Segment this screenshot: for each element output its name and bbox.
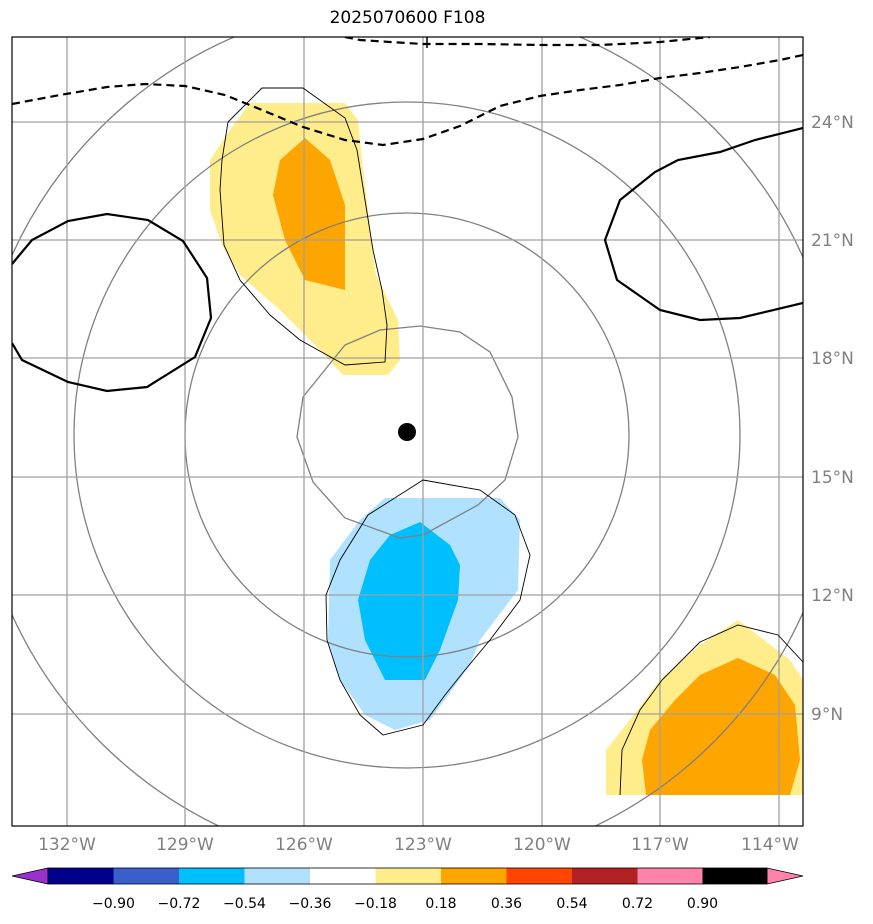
dashed-contours [12, 37, 803, 147]
bold-contours [12, 126, 803, 393]
lat-label: 24°N [811, 113, 854, 133]
colorbar-segment [179, 868, 245, 884]
colorbar-label: −0.72 [158, 896, 201, 912]
graticule [12, 37, 803, 826]
lat-label: 15°N [811, 468, 854, 488]
lat-label: 9°N [811, 705, 843, 725]
colorbar-segment [244, 868, 310, 884]
lon-label: 132°W [38, 835, 96, 855]
colorbar-label: −0.36 [289, 896, 332, 912]
colorbar-segment [637, 868, 703, 884]
lon-label: 129°W [156, 835, 214, 855]
colorbar-segment [48, 868, 114, 884]
map-frame [11, 36, 804, 827]
latitude-labels: 24°N 21°N 18°N 15°N 12°N 9°N [811, 113, 854, 725]
lon-label: 126°W [275, 835, 333, 855]
lon-label: 117°W [631, 835, 689, 855]
colorbar-outline [47, 867, 768, 885]
positive-anomaly-north-orange [273, 138, 345, 290]
longitude-labels: 132°W 129°W 126°W 123°W 120°W 117°W 114°… [38, 835, 799, 855]
negative-anomaly-blue [358, 522, 460, 680]
colorbar-segment [113, 868, 179, 884]
colorbar: −0.90 −0.72 −0.54 −0.36 −0.18 0.18 0.36 … [11, 867, 804, 912]
colorbar-segment [310, 868, 376, 884]
colorbar-segment [441, 868, 507, 884]
colorbar-label: 0.90 [687, 896, 718, 912]
colorbar-segment [506, 868, 572, 884]
colorbar-label: 0.72 [622, 896, 653, 912]
colorbar-label: 0.54 [556, 896, 587, 912]
lat-label: 18°N [811, 349, 854, 369]
colorbar-extend-low [11, 867, 49, 885]
positive-anomaly-southeast-orange [642, 658, 800, 795]
colorbar-label: 0.36 [491, 896, 522, 912]
colorbar-extend-high [766, 867, 804, 885]
colorbar-segment [702, 868, 767, 884]
colorbar-label: −0.90 [92, 896, 135, 912]
lat-label: 12°N [811, 586, 854, 606]
map-area [12, 37, 803, 826]
colorbar-segment [375, 868, 441, 884]
lon-label: 123°W [394, 835, 452, 855]
colorbar-label: −0.18 [354, 896, 397, 912]
storm-center-marker [398, 423, 416, 441]
map-title: 2025070600 F108 [329, 8, 486, 28]
lon-label: 114°W [741, 835, 799, 855]
colorbar-label: 0.18 [425, 896, 456, 912]
lon-label: 120°W [513, 835, 571, 855]
colorbar-label: −0.54 [223, 896, 266, 912]
colorbar-segment [572, 868, 638, 884]
thin-contours [219, 87, 803, 796]
lat-label: 21°N [811, 231, 854, 251]
